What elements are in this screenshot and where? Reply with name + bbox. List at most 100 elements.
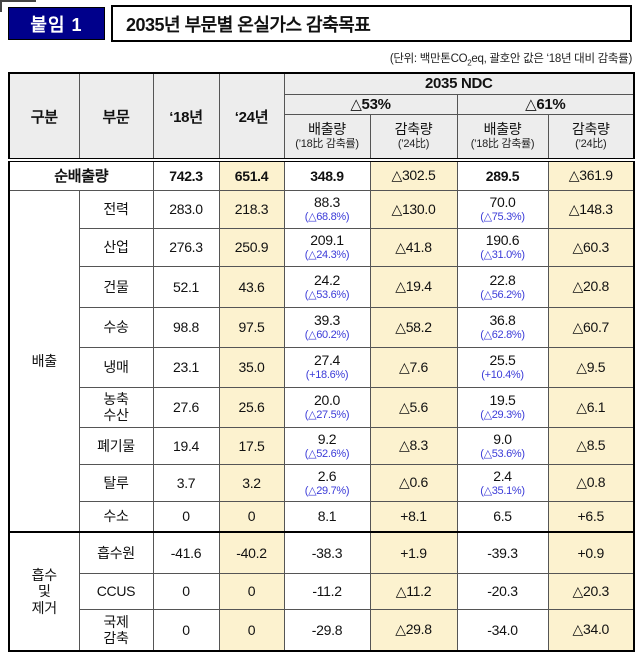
header-row-3: 배출량 (’18比 감축률) 감축량 (’24比) 배출량 (’18比 감축률)… <box>9 113 635 161</box>
sector-cell: 흡수원 <box>78 531 154 574</box>
y24-cell: 0 <box>218 572 285 610</box>
col-header-target61: △61% <box>456 93 635 115</box>
reduction-61-cell: △20.3 <box>547 572 635 610</box>
reduction-53-cell: △8.3 <box>369 426 458 465</box>
emission-53-cell: 2.6 (△29.7%) <box>283 463 371 502</box>
sector-cell: 폐기물 <box>78 426 154 465</box>
y24-cell: 250.9 <box>218 227 285 267</box>
reduction-53-cell: △0.6 <box>369 463 458 502</box>
y18-cell: 27.6 <box>152 386 220 428</box>
reduction-61-cell: △6.1 <box>547 386 635 428</box>
emission-61-cell: 289.5 <box>456 158 549 191</box>
sector-cell: 전력 <box>78 189 154 229</box>
sector-cell: 산업 <box>78 227 154 267</box>
reduction-61-cell: +6.5 <box>547 500 635 533</box>
reduction-53-cell: △41.8 <box>369 227 458 267</box>
col-header-ndc: 2035 NDC <box>283 72 635 95</box>
y24-cell: 43.6 <box>218 265 285 308</box>
reduction-61-cell: +0.9 <box>547 531 635 574</box>
emission-61-cell: 190.6 (△31.0%) <box>456 227 549 267</box>
emission-53-cell: 8.1 <box>283 500 371 533</box>
col-header-target53: △53% <box>283 93 458 115</box>
emission-61-cell: 2.4 (△35.1%) <box>456 463 549 502</box>
header-row-1: 구분 부문 ‘18년 ‘24년 2035 NDC <box>8 72 635 161</box>
y24-cell: 35.0 <box>218 346 285 388</box>
reduction-53-cell: △7.6 <box>369 346 458 388</box>
emission-61-cell: 25.5 (+10.4%) <box>456 346 549 388</box>
page-border-left-tick <box>0 0 2 12</box>
group-label-emissions: 배출 <box>8 189 80 533</box>
y18-cell: 276.3 <box>152 227 220 267</box>
y18-cell: 19.4 <box>152 426 220 465</box>
emission-53-cell: 88.3 (△68.8%) <box>283 189 371 229</box>
col-header-bumun: 부문 <box>78 72 154 161</box>
emission-61-cell: -20.3 <box>456 572 549 610</box>
emission-53-cell: 39.3 (△60.2%) <box>283 306 371 348</box>
emission-61-cell: 9.0 (△53.6%) <box>456 426 549 465</box>
table-row: CCUS 0 0 -11.2 △11.2 -20.3 △20.3 <box>9 572 635 610</box>
reduction-53-cell: △302.5 <box>369 158 458 191</box>
emission-53-cell: -11.2 <box>283 572 371 610</box>
table-row: 수소 0 0 8.1 +8.1 6.5 +6.5 <box>9 500 635 533</box>
reduction-53-cell: △5.6 <box>369 386 458 428</box>
net-emissions-row: 순배출량 742.3 651.4 348.9 △302.5 289.5 △361… <box>8 158 635 191</box>
y24-cell: 25.6 <box>218 386 285 428</box>
header-row-2: △53% △61% <box>9 93 635 115</box>
table-row: 냉매 23.1 35.0 27.4 (+18.6%) △7.6 25.5 (+10.… <box>9 346 635 388</box>
emissions-target-table: 구분 부문 ‘18년 ‘24년 2035 NDC △53% △61% 배출량 (… <box>8 72 636 652</box>
y24-cell: 97.5 <box>218 306 285 348</box>
emission-53-cell: 24.2 (△53.6%) <box>283 265 371 308</box>
sector-cell: 순배출량 <box>8 158 154 191</box>
sector-cell: 수송 <box>78 306 154 348</box>
reduction-53-cell: +8.1 <box>369 500 458 533</box>
emission-61-cell: 70.0 (△75.3%) <box>456 189 549 229</box>
y18-cell: 3.7 <box>152 463 220 502</box>
y24-cell: 0 <box>218 608 285 652</box>
page-title-text: 2035년 부문별 온실가스 감축목표 <box>126 14 371 35</box>
emission-53-cell: -29.8 <box>283 608 371 652</box>
emission-53-cell: 9.2 (△52.6%) <box>283 426 371 465</box>
emission-61-cell: 36.8 (△62.8%) <box>456 306 549 348</box>
group-label-removals: 흡수 및 제거 <box>8 531 80 652</box>
y18-cell: 0 <box>152 572 220 610</box>
sector-cell: 수소 <box>78 500 154 533</box>
reduction-61-cell: △20.8 <box>547 265 635 308</box>
col-header-emission-53: 배출량 (’18比 감축률) <box>283 113 371 161</box>
y18-cell: 742.3 <box>152 158 220 191</box>
reduction-53-cell: △130.0 <box>369 189 458 229</box>
table-row: 폐기물 19.4 17.5 9.2 (△52.6%) △8.3 9.0 (△53.6… <box>9 426 635 465</box>
emission-53-cell: 20.0 (△27.5%) <box>283 386 371 428</box>
table-row: 배출 전력 283.0 218.3 88.3 (△68.8%) △130.0 70… <box>8 189 635 533</box>
reduction-61-cell: △60.3 <box>547 227 635 267</box>
emission-53-cell: 348.9 <box>283 158 371 191</box>
emission-53-cell: 209.1 (△24.3%) <box>283 227 371 267</box>
table-row: 탈루 3.7 3.2 2.6 (△29.7%) △0.6 2.4 (△35.1%) … <box>9 463 635 502</box>
emission-61-cell: -34.0 <box>456 608 549 652</box>
y18-cell: 283.0 <box>152 189 220 229</box>
sector-cell: 건물 <box>78 265 154 308</box>
y18-cell: 23.1 <box>152 346 220 388</box>
emission-53-cell: -38.3 <box>283 531 371 574</box>
table-row: 국제 감축 0 0 -29.8 △29.8 -34.0 △34.0 <box>9 608 635 652</box>
sector-cell: 농축 수산 <box>78 386 154 428</box>
table-row: 농축 수산 27.6 25.6 20.0 (△27.5%) △5.6 19.5 (△… <box>9 386 635 428</box>
emission-61-cell: 6.5 <box>456 500 549 533</box>
col-header-reduction-61: 감축량 (’24比) <box>547 113 635 161</box>
reduction-53-cell: △58.2 <box>369 306 458 348</box>
reduction-61-cell: △34.0 <box>547 608 635 652</box>
table-row: 산업 276.3 250.9 209.1 (△24.3%) △41.8 190.6… <box>9 227 635 267</box>
y24-cell: 3.2 <box>218 463 285 502</box>
y24-cell: 17.5 <box>218 426 285 465</box>
sector-cell: 냉매 <box>78 346 154 388</box>
col-header-y18: ‘18년 <box>152 72 220 161</box>
emission-61-cell: 19.5 (△29.3%) <box>456 386 549 428</box>
y24-cell: 218.3 <box>218 189 285 229</box>
col-header-gubun: 구분 <box>8 72 80 161</box>
y18-cell: 52.1 <box>152 265 220 308</box>
reduction-61-cell: △9.5 <box>547 346 635 388</box>
reduction-53-cell: △11.2 <box>369 572 458 610</box>
reduction-53-cell: +1.9 <box>369 531 458 574</box>
col-header-reduction-53: 감축량 (’24比) <box>369 113 458 161</box>
unit-note: (단위: 백만톤CO2eq, 괄호안 값은 ‘18년 대비 감축률) <box>389 53 632 68</box>
reduction-61-cell: △0.8 <box>547 463 635 502</box>
